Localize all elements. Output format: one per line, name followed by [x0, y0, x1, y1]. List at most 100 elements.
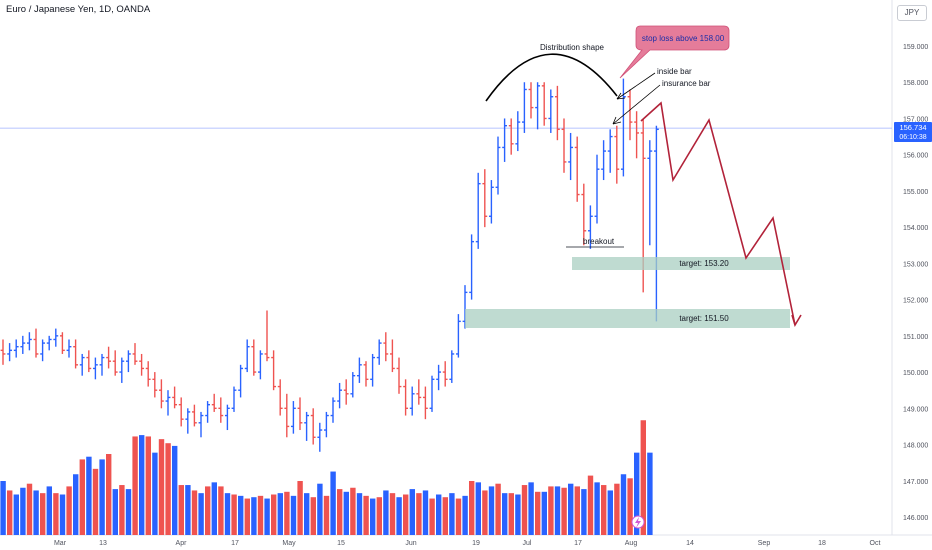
- price-tick-label: 159.000: [903, 44, 928, 51]
- ohlc-bar: [430, 376, 435, 412]
- volume-bar: [86, 457, 91, 535]
- volume-bar: [588, 476, 593, 535]
- volume-bar: [443, 497, 448, 535]
- ohlc-bar: [496, 137, 501, 195]
- ohlc-bar: [106, 347, 111, 369]
- volume-bar: [423, 490, 428, 535]
- volume-bar: [621, 474, 626, 535]
- ohlc-bar: [317, 423, 322, 452]
- ohlc-bar: [20, 336, 25, 354]
- volume-bar: [192, 490, 197, 535]
- target-zone-2: [465, 309, 790, 328]
- price-tick-label: 150.000: [903, 370, 928, 377]
- volume-bar: [264, 499, 269, 535]
- volume-bar: [456, 499, 461, 535]
- volume-bar: [548, 486, 553, 535]
- price-tick-label: 147.000: [903, 479, 928, 486]
- time-tick-label: 17: [231, 540, 239, 547]
- ohlc-bar: [199, 412, 204, 437]
- ohlc-bar: [324, 412, 329, 437]
- volume-bar: [429, 499, 434, 535]
- volume-bar: [515, 495, 520, 536]
- ohlc-bar: [482, 169, 487, 227]
- volume-bar: [80, 459, 85, 535]
- volume-bar: [14, 495, 19, 536]
- ohlc-bar: [370, 354, 375, 387]
- ohlc-bar: [7, 343, 12, 361]
- volume-bar: [436, 495, 441, 536]
- volume-bar: [245, 499, 250, 535]
- ohlc-bar: [60, 332, 65, 354]
- ohlc-bar: [225, 405, 230, 430]
- volume-bar: [251, 497, 256, 535]
- volume-bar: [390, 493, 395, 535]
- ohlc-bar: [86, 350, 91, 372]
- volume-bar: [647, 453, 652, 535]
- ohlc-bar: [152, 372, 157, 397]
- volume-bar: [383, 490, 388, 535]
- ohlc-bar: [568, 133, 573, 180]
- ohlc-bar: [456, 314, 461, 357]
- price-tick-label: 152.000: [903, 298, 928, 305]
- ohlc-bar: [344, 379, 349, 404]
- time-tick-label: Mar: [54, 540, 67, 547]
- time-tick-label: 19: [472, 540, 480, 547]
- ohlc-bar: [139, 354, 144, 376]
- volume-bar: [132, 436, 137, 535]
- volume-bar: [33, 490, 38, 535]
- volume-bar: [462, 496, 467, 535]
- ohlc-bar: [542, 82, 547, 125]
- ohlc-bar: [238, 365, 243, 398]
- volume-bar: [337, 489, 342, 535]
- volume-bar: [370, 499, 375, 535]
- ohlc-bar: [575, 137, 580, 202]
- ohlc-bar: [218, 397, 223, 422]
- volume-bar: [185, 485, 190, 535]
- volume-bar: [297, 481, 302, 535]
- ohlc-bar: [403, 379, 408, 415]
- volume-bar: [179, 485, 184, 535]
- ohlc-bar: [304, 412, 309, 441]
- volume-bar: [205, 486, 210, 535]
- volume-bar: [542, 492, 547, 535]
- ohlc-bar: [476, 173, 481, 249]
- volume-bar: [20, 488, 25, 535]
- ohlc-bar: [311, 408, 316, 444]
- volume-bar: [139, 435, 144, 535]
- ohlc-bar: [608, 129, 613, 172]
- time-tick-label: Oct: [870, 540, 881, 547]
- ohlc-bar: [251, 339, 256, 375]
- volume-bar: [146, 436, 151, 535]
- volume-bar: [7, 490, 12, 535]
- time-tick-label: Jul: [523, 540, 532, 547]
- price-tick-label: 151.000: [903, 334, 928, 341]
- ohlc-bar: [185, 408, 190, 433]
- target-2-label: target: 151.50: [679, 314, 729, 323]
- ohlc-bar: [100, 354, 105, 376]
- volume-bar: [27, 484, 32, 535]
- volume-bar: [53, 493, 58, 535]
- ohlc-bar: [416, 379, 421, 404]
- volume-bar: [225, 493, 230, 535]
- ohlc-bar: [443, 361, 448, 386]
- volume-bar: [99, 459, 104, 535]
- ohlc-bar: [284, 394, 289, 437]
- volume-bar: [330, 472, 335, 535]
- volume-bar: [575, 486, 580, 535]
- volume-bar: [304, 493, 309, 535]
- volume-bar: [608, 490, 613, 535]
- ohlc-bar: [331, 397, 336, 422]
- ohlc-bar: [232, 387, 237, 412]
- ohlc-bar: [14, 339, 19, 357]
- ohlc-bar: [654, 126, 659, 322]
- volume-bar: [568, 484, 573, 535]
- volume-bar: [238, 496, 243, 535]
- ohlc-bar: [535, 82, 540, 129]
- volume-bar: [172, 446, 177, 535]
- volume-bar: [40, 493, 45, 535]
- countdown-text: 06:10:38: [899, 134, 926, 141]
- volume-bar: [165, 443, 170, 535]
- ohlc-bar: [436, 365, 441, 390]
